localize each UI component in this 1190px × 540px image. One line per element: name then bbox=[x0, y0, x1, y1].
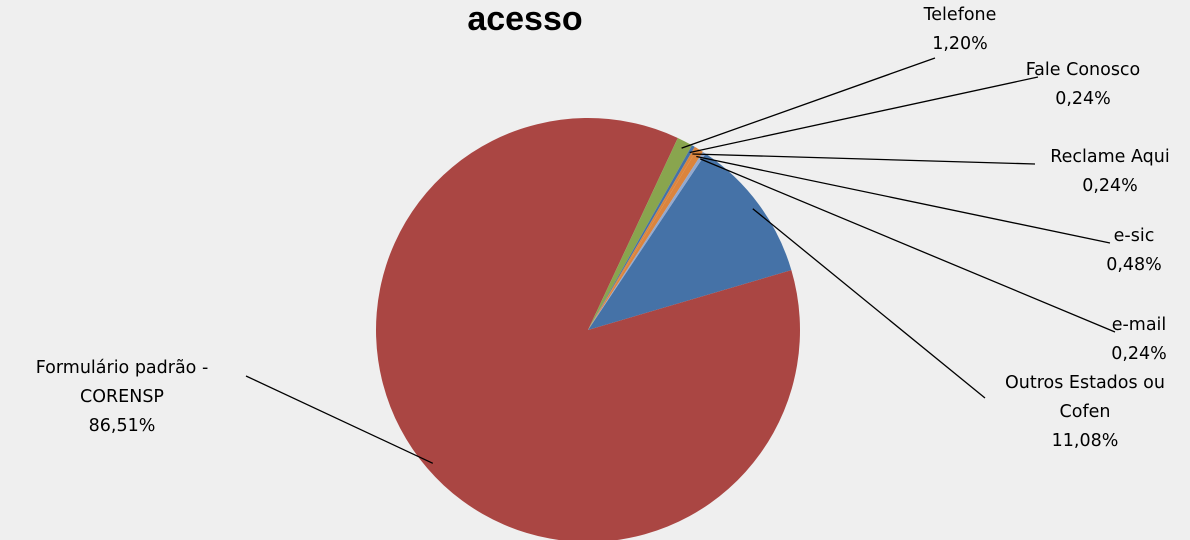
data-label-telefone: Telefone 1,20% bbox=[923, 5, 997, 54]
leader-lines bbox=[245, 57, 1116, 464]
leader-line-e-sic bbox=[696, 155, 1111, 244]
pie-slice-outros-estados-ou-cofen bbox=[588, 153, 792, 330]
data-label-fale-conosco: Fale Conosco 0,24% bbox=[1026, 60, 1141, 109]
pie-slice-e-sic bbox=[588, 148, 703, 330]
pie-slice-telefone bbox=[588, 137, 693, 330]
data-labels: Outros Estados ou Cofen 11,08% Formulário p… bbox=[36, 5, 1170, 451]
pie-slice-fale-conosco bbox=[588, 145, 695, 330]
data-label-e-mail: e-mail 0,24% bbox=[1111, 315, 1167, 364]
pie-slice-e-mail bbox=[588, 151, 706, 330]
data-label-formulario-padrao-corensp: Formulário padrão -CORENSP 86,51% bbox=[36, 358, 209, 436]
pie-slice-formulario-padrao-corensp bbox=[376, 118, 801, 540]
data-label-reclame-aqui: Reclame Aqui 0,24% bbox=[1050, 147, 1169, 196]
leader-line-outros-estados-ou-cofen bbox=[752, 208, 986, 399]
leader-line-e-mail bbox=[699, 158, 1116, 333]
leader-line-telefone bbox=[681, 57, 936, 149]
leader-line-reclame-aqui bbox=[692, 153, 1036, 165]
leader-line-formulario-padrao-corensp bbox=[245, 375, 434, 464]
data-label-outros-estados-ou-cofen: Outros Estados ou Cofen 11,08% bbox=[1005, 373, 1165, 451]
leader-line-fale-conosco bbox=[689, 76, 1039, 154]
pie-slice-reclame-aqui bbox=[588, 146, 698, 330]
data-label-e-sic: e-sic 0,48% bbox=[1106, 226, 1162, 275]
pie-slices bbox=[376, 118, 801, 540]
chart-title: acesso bbox=[467, 0, 582, 38]
